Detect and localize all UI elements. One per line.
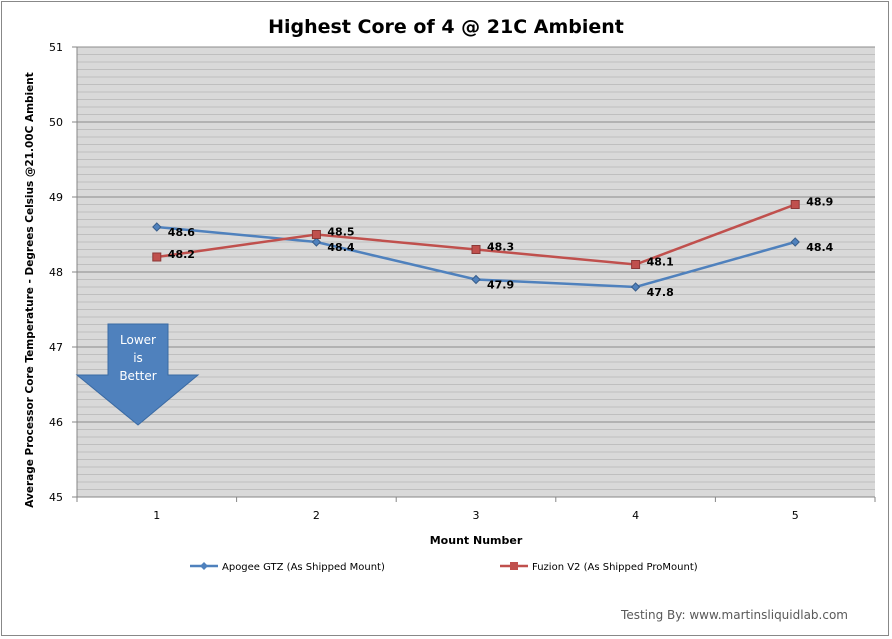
x-axis-title: Mount Number [430,534,523,547]
x-tick-label: 5 [792,509,799,522]
data-point-square [790,200,800,209]
y-tick-label: 46 [49,416,63,429]
y-tick-label: 45 [49,491,63,504]
y-tick-label: 51 [49,41,63,54]
y-tick-label: 48 [49,266,63,279]
annotation-text: is [133,351,143,365]
y-tick-label: 49 [49,191,63,204]
lower-is-better-arrow [75,323,200,426]
data-point-diamond [790,237,800,247]
chart-title: Highest Core of 4 @ 21C Ambient [268,16,624,38]
data-label: 48.4 [806,241,833,254]
data-label: 47.8 [647,286,674,299]
data-label: 47.9 [487,279,514,292]
data-label: 48.3 [487,241,514,254]
legend-marker-square [510,562,518,570]
legend-marker-diamond [200,562,208,570]
annotation-text: Lower [120,333,156,347]
data-point-square [471,245,481,254]
data-point-square [311,230,321,239]
annotation-text: Better [119,369,156,383]
data-label: 48.5 [327,226,354,239]
x-tick-label: 2 [313,509,320,522]
data-label: 48.6 [168,226,195,239]
data-label: 48.1 [647,256,674,269]
data-label: 48.2 [168,248,195,261]
x-tick-label: 4 [632,509,639,522]
y-tick-label: 47 [49,341,63,354]
legend-label: Fuzion V2 (As Shipped ProMount) [532,562,698,573]
x-tick-label: 3 [473,509,480,522]
data-label: 48.9 [806,196,833,209]
credit-text: Testing By: www.martinsliquidlab.com [621,608,848,622]
data-point-square [152,252,162,262]
legend-label: Apogee GTZ (As Shipped Mount) [222,562,385,573]
x-tick-label: 1 [153,509,160,522]
y-tick-label: 50 [49,116,63,129]
data-point-diamond [630,282,641,292]
y-axis-title: Average Processor Core Temperature - Deg… [24,72,36,508]
data-point-square [631,260,641,269]
data-point-diamond [471,274,481,285]
data-label: 48.4 [327,241,354,254]
data-point-diamond [311,237,322,247]
data-point-diamond [152,222,162,232]
